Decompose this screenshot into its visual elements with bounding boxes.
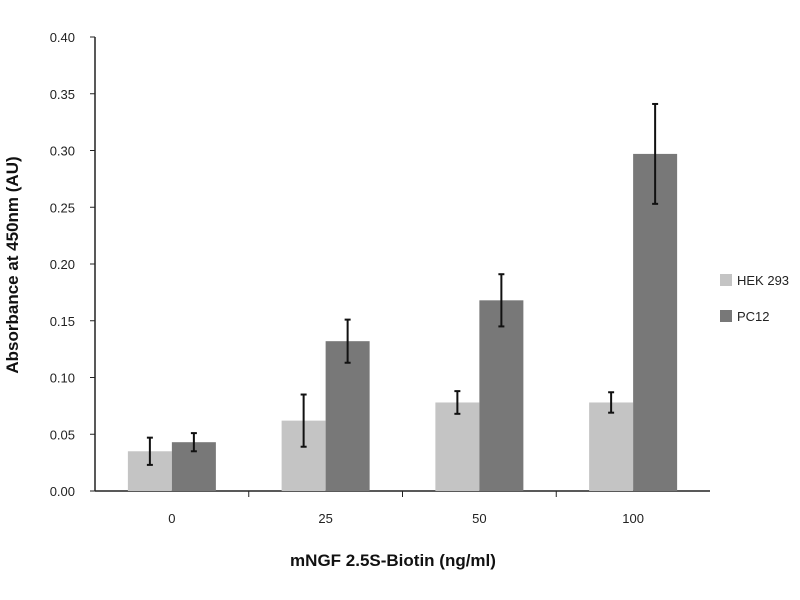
- y-tick-label: 0.05: [50, 427, 75, 442]
- y-tick-label: 0.10: [50, 371, 75, 386]
- x-tick-label: 0: [168, 511, 175, 526]
- x-tick-label: 25: [318, 511, 332, 526]
- legend-swatch: [720, 274, 732, 286]
- bar-hek-293: [435, 402, 480, 491]
- bar-pc12: [479, 300, 524, 491]
- y-tick-label: 0.25: [50, 200, 75, 215]
- x-tick-label: 100: [622, 511, 644, 526]
- bar-hek-293: [589, 402, 634, 491]
- bar-pc12: [325, 341, 370, 491]
- y-tick-label: 0.00: [50, 484, 75, 499]
- legend-swatch: [720, 310, 732, 322]
- y-tick-label: 0.15: [50, 314, 75, 329]
- y-tick-label: 0.40: [50, 30, 75, 45]
- x-tick-label: 50: [472, 511, 486, 526]
- y-tick-label: 0.20: [50, 257, 75, 272]
- y-tick-label: 0.30: [50, 144, 75, 159]
- legend-label: PC12: [737, 309, 770, 324]
- x-axis-title: mNGF 2.5S-Biotin (ng/ml): [290, 551, 496, 570]
- bars: [127, 102, 678, 491]
- bar-pc12: [633, 153, 678, 491]
- y-axis-title: Absorbance at 450nm (AU): [3, 156, 22, 373]
- legend: HEK 293 PC12: [720, 273, 789, 324]
- y-tick-label: 0.35: [50, 87, 75, 102]
- legend-label: HEK 293: [737, 273, 789, 288]
- x-axis: 0 25 50 100: [95, 490, 710, 526]
- y-axis: 0.00 0.05 0.10 0.15 0.20 0.25 0.30 0.35 0.40: [50, 30, 96, 499]
